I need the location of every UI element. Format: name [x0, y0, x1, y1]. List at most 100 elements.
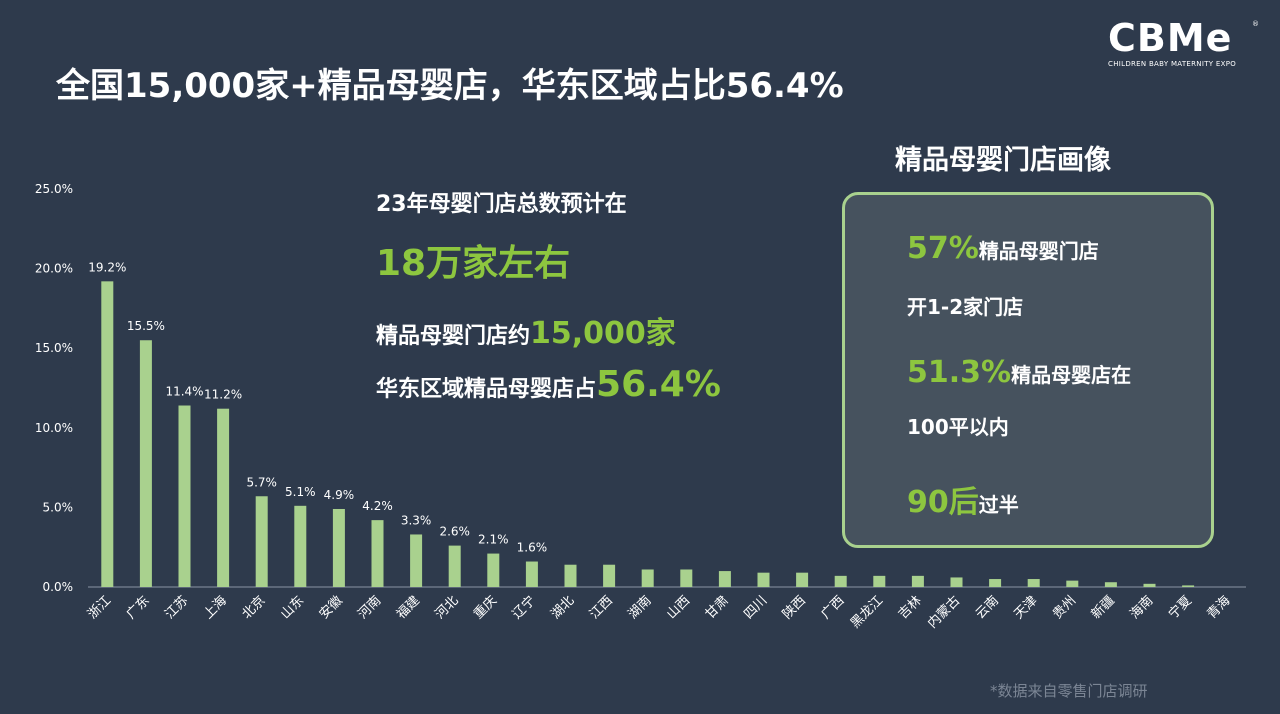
x-tick-label: 海南 — [1127, 593, 1157, 623]
stats-line-3-prefix: 精品母婴门店约 — [376, 324, 531, 349]
data-label: 1.6% — [517, 541, 548, 555]
bar — [139, 340, 152, 587]
bar — [255, 496, 268, 587]
panel-title: 精品母婴门店画像 — [895, 145, 1111, 176]
bar — [796, 572, 809, 587]
x-tick-label: 甘肃 — [703, 593, 732, 622]
store-profile-panel: 57%精品母婴门店 开1-2家门店 51.3%精品母婴店在 100平以内 90后… — [842, 192, 1214, 548]
logo-registered-mark: ® — [1252, 20, 1259, 28]
panel-item-1-sub-green: 开1-2家 — [907, 295, 984, 319]
bar — [1066, 580, 1079, 587]
bar — [1104, 582, 1117, 587]
x-tick-label: 湖南 — [625, 593, 655, 623]
panel-item-1-sub: 开1-2家门店 — [907, 291, 1023, 320]
logo-mark: CBMe — [1108, 16, 1233, 60]
panel-item-3-value: 90后 — [907, 485, 979, 520]
data-label: 15.5% — [127, 319, 165, 333]
bar — [564, 564, 577, 587]
data-label: 2.1% — [478, 533, 509, 547]
bar — [525, 561, 538, 587]
bar — [448, 545, 461, 587]
stats-line-3-value: 15,000家 — [530, 316, 676, 351]
x-tick-label: 贵州 — [1050, 593, 1079, 622]
x-tick-label: 山东 — [278, 593, 307, 622]
bar — [1027, 579, 1040, 587]
page-title: 全国15,000家+精品母婴店，华东区域占比56.4% — [56, 66, 844, 106]
bar — [718, 571, 731, 587]
y-tick-label: 0.0% — [43, 580, 74, 594]
data-label: 11.4% — [165, 385, 203, 399]
bar — [680, 569, 693, 587]
bar — [1143, 583, 1156, 587]
panel-item-1: 57%精品母婴门店 — [907, 231, 1099, 266]
panel-item-2-sub-text: 以内 — [968, 415, 1009, 439]
x-tick-label: 广西 — [819, 593, 848, 622]
data-label: 5.7% — [246, 475, 277, 489]
x-tick-label: 安徽 — [317, 593, 346, 622]
x-tick-label: 湖北 — [548, 593, 577, 622]
panel-item-1-text: 精品母婴门店 — [978, 239, 1099, 263]
x-tick-label: 福建 — [394, 593, 423, 622]
bar — [410, 534, 423, 587]
logo-subtitle: CHILDREN BABY MATERNITY EXPO — [1108, 60, 1237, 68]
cbme-logo: CBMe ® CHILDREN BABY MATERNITY EXPO — [1108, 16, 1259, 76]
bar — [371, 520, 384, 587]
data-label: 2.6% — [439, 525, 470, 539]
x-tick-label: 上海 — [201, 593, 230, 622]
stats-line-4-prefix: 华东区域精品母婴店占 — [376, 377, 597, 402]
x-tick-label: 辽宁 — [509, 593, 539, 623]
x-tick-label: 四川 — [741, 593, 770, 622]
bar — [332, 508, 345, 587]
bar — [757, 572, 770, 587]
panel-item-1-sub-text: 门店 — [983, 295, 1024, 319]
y-tick-label: 25.0% — [35, 182, 73, 196]
x-tick-label: 青海 — [1205, 593, 1234, 622]
x-tick-label: 北京 — [240, 593, 269, 622]
bar — [101, 281, 114, 587]
bar — [217, 408, 230, 587]
data-label: 5.1% — [285, 485, 316, 499]
x-tick-label: 河北 — [433, 593, 462, 622]
bar — [834, 575, 847, 587]
x-tick-label: 陕西 — [780, 593, 809, 622]
x-tick-label: 天津 — [1012, 593, 1041, 622]
x-tick-label: 江苏 — [162, 593, 192, 623]
data-label: 19.2% — [88, 260, 126, 274]
x-tick-label: 重庆 — [470, 593, 500, 623]
stats-line-1: 23年母婴门店总数预计在 — [376, 192, 627, 217]
panel-item-3-text: 过半 — [978, 493, 1019, 517]
footnote: *数据来自零售门店调研 — [990, 682, 1148, 700]
data-label: 3.3% — [401, 513, 432, 527]
x-tick-label: 云南 — [972, 593, 1002, 623]
bar — [603, 564, 616, 587]
bar — [641, 569, 654, 587]
panel-item-2-text: 精品母婴店在 — [1011, 363, 1132, 387]
x-tick-label: 内蒙古 — [924, 593, 963, 632]
x-tick-label: 浙江 — [85, 593, 114, 622]
bar — [1182, 585, 1195, 587]
y-tick-label: 5.0% — [43, 500, 74, 514]
stats-line-4: 华东区域精品母婴店占56.4% — [376, 364, 721, 405]
panel-item-2-sub-green: 100平 — [907, 415, 969, 439]
panel-item-1-value: 57% — [907, 231, 979, 266]
bar — [294, 505, 307, 587]
data-label: 4.2% — [362, 499, 393, 513]
bar — [178, 405, 191, 587]
panel-item-2: 51.3%精品母婴店在 — [907, 355, 1131, 390]
x-tick-label: 广东 — [124, 593, 153, 622]
stats-line-2: 18万家左右 — [376, 243, 571, 284]
panel-item-3: 90后过半 — [907, 477, 1019, 521]
x-tick-label: 江西 — [587, 593, 616, 622]
province-bar-chart: 0.0% 5.0% 10.0% 15.0% 20.0% 25.0% 19.2% 浙江 15.5%… — [35, 182, 1246, 632]
x-tick-label: 山西 — [664, 593, 693, 622]
stats-line-3: 精品母婴门店约15,000家 — [376, 308, 676, 352]
bar — [950, 577, 963, 587]
data-label: 11.2% — [204, 388, 242, 402]
panel-item-2-sub: 100平以内 — [907, 411, 1009, 440]
bar — [911, 575, 924, 587]
x-tick-label: 吉林 — [896, 593, 925, 622]
stats-line-4-value: 56.4% — [596, 364, 721, 405]
panel-item-2-value: 51.3% — [907, 355, 1012, 390]
y-tick-label: 20.0% — [35, 262, 73, 276]
bar — [873, 575, 886, 587]
